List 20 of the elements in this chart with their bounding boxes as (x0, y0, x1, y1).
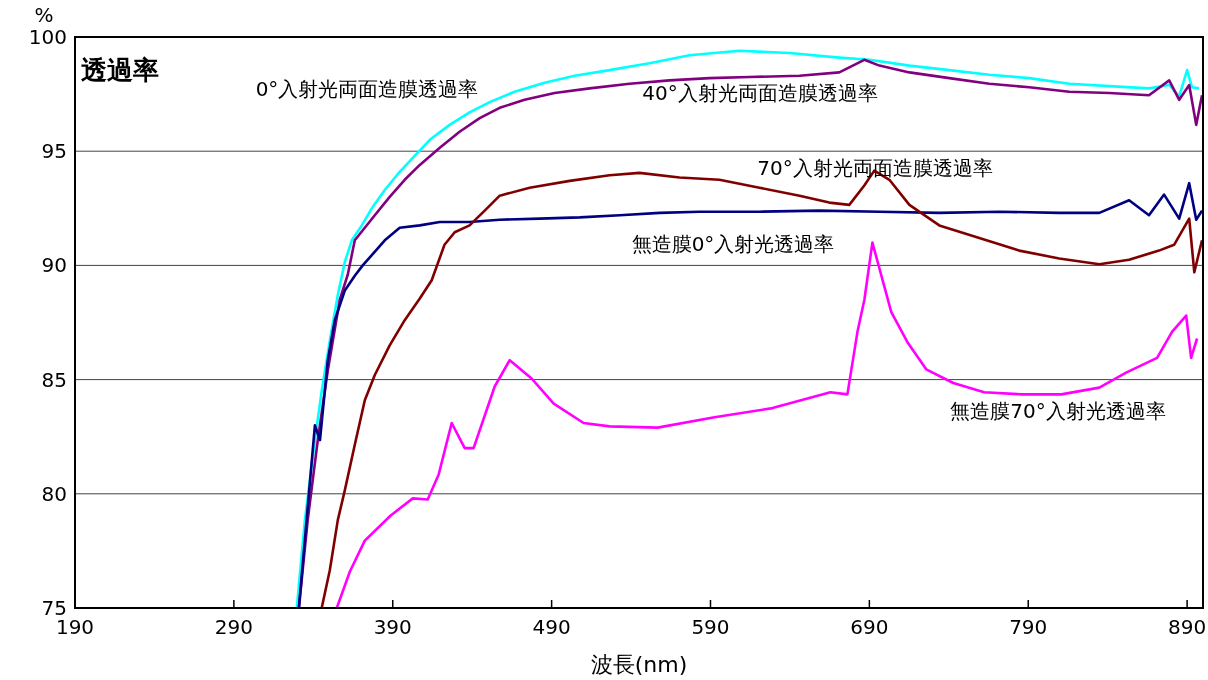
x-axis-title: 波長(nm) (590, 652, 688, 677)
y-tick-label: 85 (41, 367, 67, 392)
x-tick-label: 290 (214, 615, 253, 639)
series-label: 70°入射光両面造膜透過率 (757, 156, 993, 180)
text: 透過率 (81, 55, 159, 85)
series-label: 無造膜70°入射光透過率 (950, 399, 1166, 423)
series-label: 0°入射光両面造膜透過率 (255, 77, 479, 101)
x-tick-label: 690 (850, 615, 889, 639)
series-label: 40°入射光両面造膜透過率 (642, 81, 878, 105)
x-tick-label: 590 (691, 615, 730, 639)
x-tick-label: 890 (1168, 615, 1207, 639)
y-tick-label: 100 (28, 25, 67, 49)
x-tick-label: 490 (532, 615, 571, 639)
y-axis-title: % (34, 3, 54, 27)
y-tick-label: 95 (41, 139, 67, 164)
y-tick-label: 80 (41, 481, 67, 506)
x-tick-label: 390 (373, 615, 412, 639)
y-tick-label: 90 (41, 253, 67, 278)
series-label: 無造膜0°入射光透過率 (631, 232, 835, 256)
x-tick-label: 790 (1009, 615, 1048, 639)
